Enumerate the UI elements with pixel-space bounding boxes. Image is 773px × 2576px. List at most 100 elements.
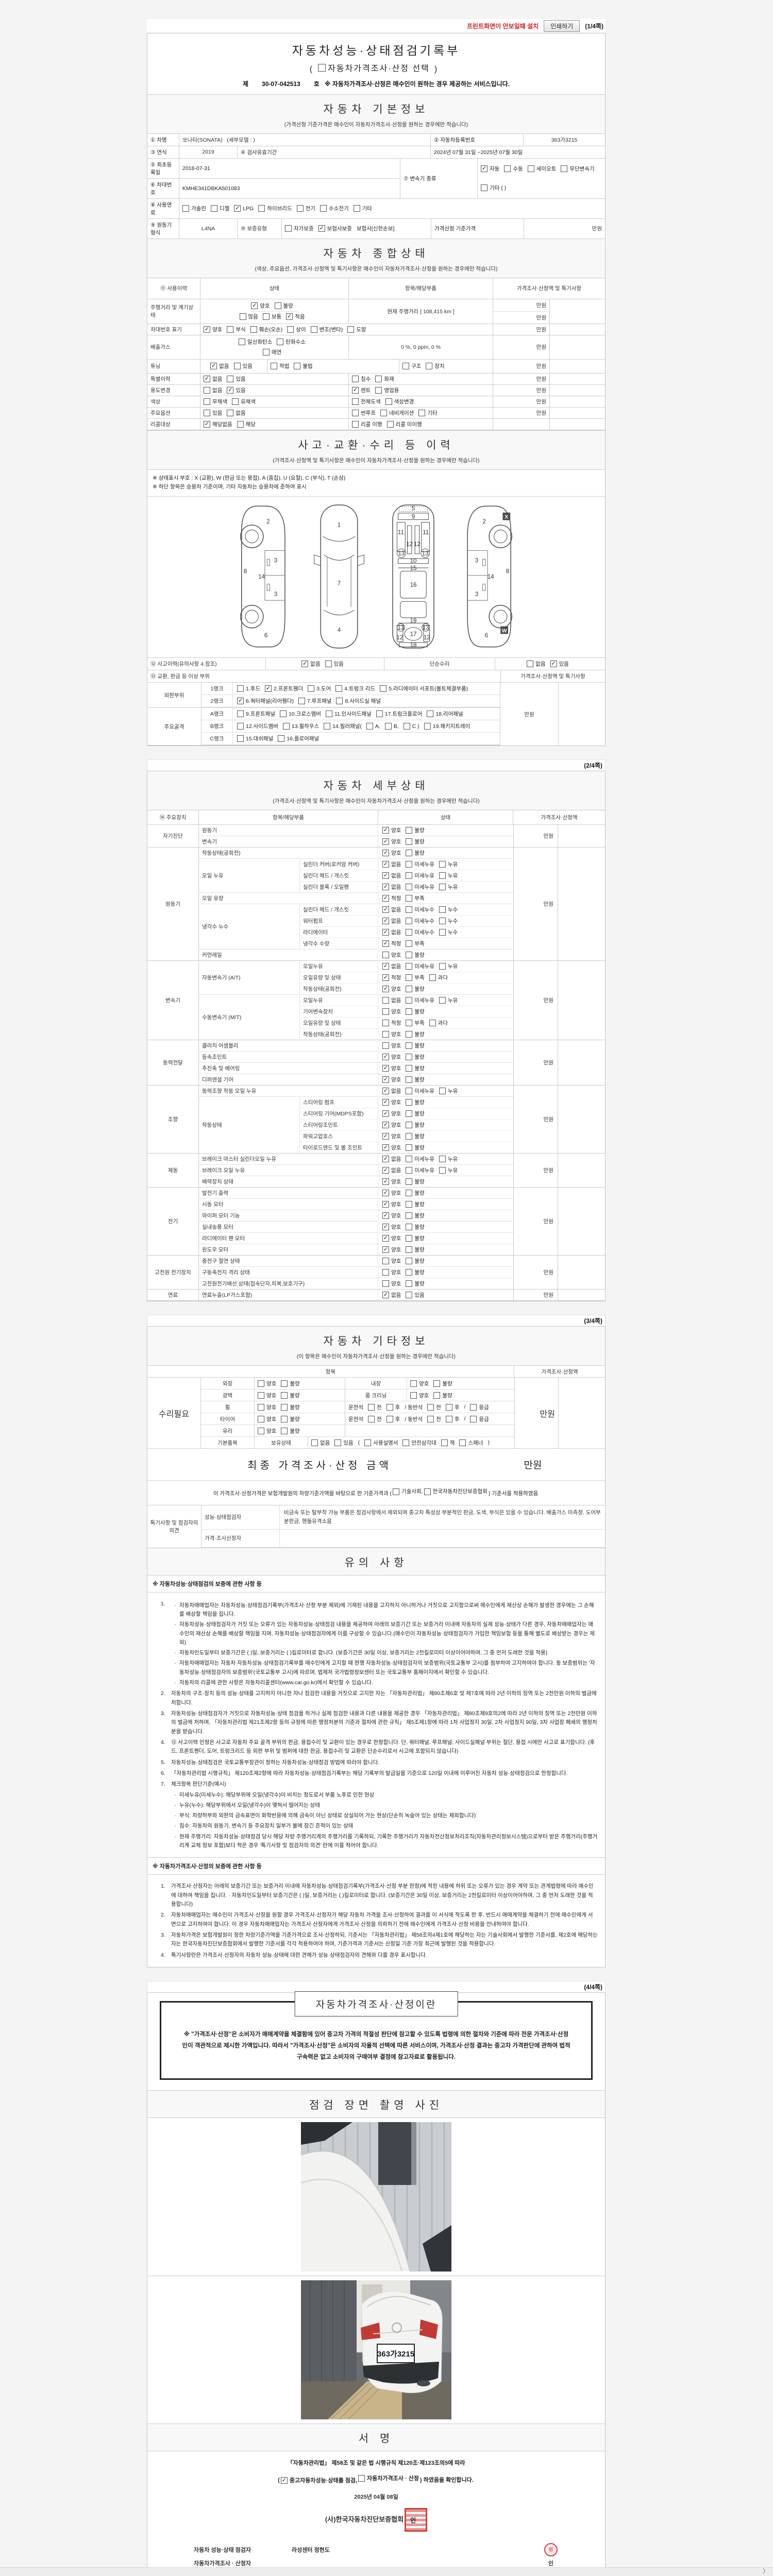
checkbox[interactable]: ✓ bbox=[382, 827, 389, 834]
checkbox[interactable] bbox=[298, 698, 306, 705]
checkbox[interactable] bbox=[445, 1415, 452, 1422]
checkbox[interactable] bbox=[439, 918, 446, 925]
checkbox[interactable] bbox=[274, 302, 281, 309]
checkbox[interactable]: ✓ bbox=[481, 165, 488, 173]
checkbox[interactable] bbox=[352, 375, 359, 382]
checkbox[interactable]: ✓ bbox=[204, 375, 210, 382]
checkbox[interactable] bbox=[308, 685, 315, 692]
checkbox-option[interactable]: ✓ 있음 bbox=[550, 660, 569, 668]
checkbox-option[interactable]: 부족 bbox=[406, 940, 425, 947]
checkbox-option[interactable]: 전 bbox=[427, 1403, 441, 1411]
checkbox-option[interactable]: 화재 bbox=[375, 375, 394, 383]
checkbox-option[interactable]: 색상변경 bbox=[385, 398, 414, 405]
checkbox-option[interactable]: 매연 bbox=[262, 348, 281, 356]
checkbox-option[interactable]: 불량 bbox=[281, 1392, 300, 1399]
checkbox[interactable] bbox=[227, 375, 234, 382]
checkbox-option[interactable]: 불량 bbox=[406, 1110, 425, 1117]
checkbox-option[interactable]: 해당 bbox=[237, 420, 256, 428]
checkbox[interactable] bbox=[294, 363, 301, 369]
checkbox-option[interactable]: 양호 bbox=[258, 1392, 276, 1399]
checkbox-option[interactable]: 양호 bbox=[382, 1008, 401, 1015]
checkbox-option[interactable]: 하이브리드 bbox=[258, 205, 292, 212]
checkbox[interactable] bbox=[325, 710, 332, 718]
checkbox-option[interactable]: 8.사이드실 패널 bbox=[336, 697, 381, 705]
checkbox-option[interactable]: 불량 bbox=[281, 1403, 300, 1411]
checkbox[interactable] bbox=[258, 1427, 264, 1434]
checkbox[interactable]: ✓ bbox=[382, 1167, 389, 1174]
checkbox-option[interactable]: ✓ 없음 bbox=[382, 962, 401, 970]
checkbox-option[interactable]: ✓ 6.쿼터패널(리어휀다) bbox=[237, 697, 294, 705]
checkbox-option[interactable]: 수동 bbox=[504, 165, 523, 173]
checkbox-option[interactable]: ✓ 양호 bbox=[204, 326, 222, 333]
price-select-option[interactable]: ( bbox=[310, 65, 313, 74]
checkbox[interactable] bbox=[504, 165, 511, 173]
checkbox[interactable]: ✓ bbox=[210, 363, 217, 369]
checkbox-option[interactable]: 없음 bbox=[227, 409, 246, 417]
checkbox[interactable] bbox=[406, 827, 413, 834]
checkbox[interactable] bbox=[296, 205, 304, 212]
checkbox[interactable] bbox=[335, 685, 343, 692]
checkbox[interactable]: ✓ bbox=[382, 1122, 389, 1129]
checkbox[interactable] bbox=[380, 685, 387, 692]
checkbox-option[interactable]: 4.트렁크 리드 bbox=[335, 685, 375, 692]
checkbox[interactable] bbox=[418, 409, 426, 416]
checkbox[interactable] bbox=[406, 1167, 413, 1174]
checkbox-option[interactable]: ✓ 2.프론트휀더 bbox=[265, 685, 303, 692]
checkbox[interactable] bbox=[382, 1031, 389, 1038]
checkbox[interactable]: ✓ bbox=[382, 1235, 389, 1242]
checkbox-option[interactable]: 운전석 bbox=[348, 1403, 363, 1411]
checkbox-option[interactable]: ✓ 없음 bbox=[204, 375, 222, 383]
checkbox[interactable] bbox=[406, 1224, 413, 1231]
checkbox[interactable] bbox=[280, 710, 287, 718]
checkbox-option[interactable]: 디젤 bbox=[210, 205, 229, 212]
checkbox[interactable] bbox=[406, 1201, 413, 1208]
checkbox-option[interactable]: 18.리어패널 bbox=[427, 710, 463, 718]
checkbox[interactable] bbox=[406, 1110, 413, 1117]
checkbox[interactable] bbox=[364, 1439, 372, 1446]
checkbox[interactable] bbox=[470, 1403, 477, 1411]
checkbox-option[interactable]: 있음 bbox=[227, 375, 246, 383]
checkbox[interactable]: ✓ bbox=[265, 685, 272, 692]
checkbox[interactable] bbox=[527, 165, 534, 173]
checkbox-option[interactable]: 불량 bbox=[433, 1380, 452, 1387]
checkbox[interactable]: ✓ bbox=[301, 660, 309, 668]
price-select-option[interactable]: ) bbox=[434, 65, 438, 74]
checkbox-option[interactable]: 불량 bbox=[406, 1178, 425, 1185]
checkbox-option[interactable]: 불량 bbox=[406, 1223, 425, 1231]
checkbox[interactable] bbox=[402, 363, 409, 369]
checkbox[interactable]: ✓ bbox=[382, 906, 389, 913]
checkbox-option[interactable]: ✓ 적음 bbox=[286, 313, 305, 320]
checkbox-option[interactable]: ) 하였음을 확인합니다. bbox=[420, 2476, 474, 2484]
checkbox-option[interactable]: 5.라디에이터 서포트(볼트체결부품) bbox=[380, 685, 468, 692]
checkbox[interactable] bbox=[459, 1439, 466, 1446]
checkbox-option[interactable]: 안전삼각대 bbox=[402, 1439, 436, 1447]
checkbox-option[interactable]: 불량 bbox=[406, 826, 425, 834]
checkbox[interactable] bbox=[352, 409, 359, 416]
checkbox-option[interactable]: ✓ 양호 bbox=[382, 1053, 401, 1061]
checkbox[interactable] bbox=[258, 1380, 264, 1387]
checkbox-option[interactable]: 전체도색 bbox=[352, 398, 381, 405]
checkbox-option[interactable]: ✓ 없음 bbox=[382, 917, 401, 925]
checkbox-option[interactable]: ( bbox=[358, 1439, 360, 1446]
checkbox-option[interactable]: 영업용 bbox=[375, 386, 399, 394]
checkbox[interactable] bbox=[406, 1054, 413, 1061]
checkbox-option[interactable]: 전기 bbox=[296, 205, 315, 212]
checkbox-option[interactable]: 불량 bbox=[274, 302, 293, 310]
checkbox[interactable] bbox=[358, 2475, 365, 2482]
checkbox[interactable] bbox=[310, 326, 317, 333]
checkbox[interactable] bbox=[277, 338, 284, 345]
checkbox-option[interactable]: 보험사[신한손보] bbox=[357, 225, 394, 232]
checkbox[interactable] bbox=[406, 1280, 413, 1287]
checkbox-option[interactable]: ✓ 없음 bbox=[382, 1291, 401, 1299]
checkbox[interactable] bbox=[424, 1488, 431, 1496]
checkbox[interactable] bbox=[561, 165, 568, 173]
checkbox-option[interactable]: 가솔린 bbox=[182, 205, 206, 212]
checkbox-option[interactable]: 미세누유 bbox=[406, 962, 434, 970]
checkbox-option[interactable]: 무채색 bbox=[204, 398, 227, 405]
checkbox-option[interactable]: ✓ 양호 bbox=[382, 849, 401, 857]
checkbox[interactable] bbox=[439, 1156, 446, 1163]
checkbox[interactable] bbox=[262, 349, 270, 355]
checkbox[interactable]: ✓ bbox=[382, 963, 389, 970]
checkbox-option[interactable]: 불량 bbox=[406, 1098, 425, 1106]
checkbox[interactable] bbox=[227, 326, 234, 333]
